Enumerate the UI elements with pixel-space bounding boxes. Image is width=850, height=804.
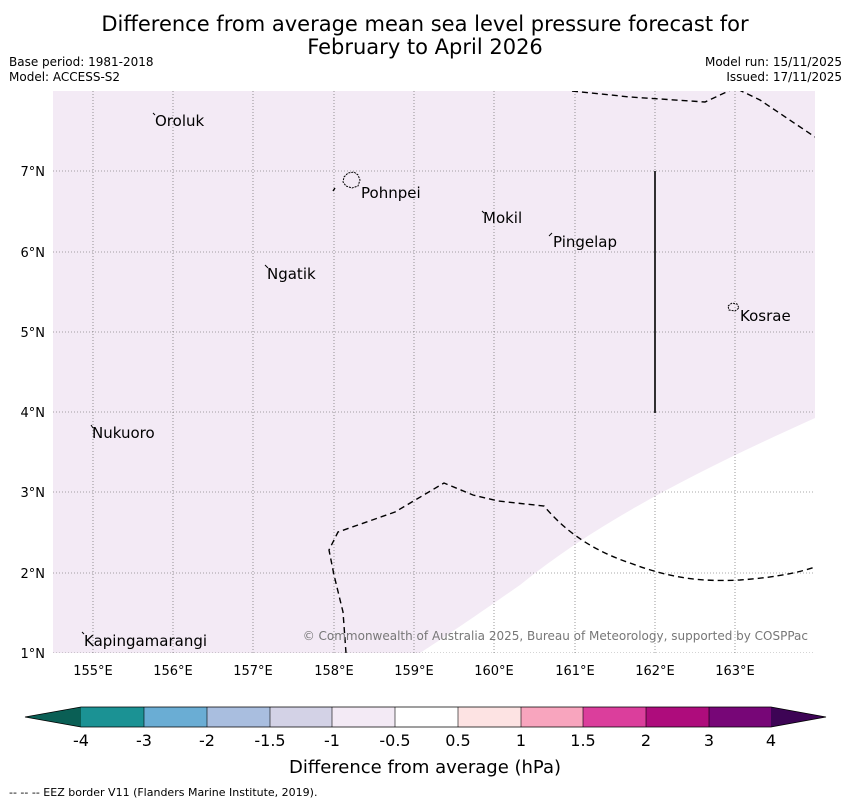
colorbar-tick: -2	[199, 731, 215, 750]
colorbar-segment	[81, 707, 144, 727]
title-line-2: February to April 2026	[307, 35, 543, 59]
colorbar-over-arrow	[771, 707, 826, 727]
place-labels: Oroluk Pohnpei Mokil Pingelap Ngatik Kos…	[84, 112, 791, 650]
lat-tick: 4°N	[21, 406, 46, 421]
lon-tick: 156°E	[153, 664, 193, 679]
lat-tick: 3°N	[21, 486, 46, 501]
pohnpei-island	[342, 171, 361, 189]
lat-tick: 1°N	[21, 647, 46, 662]
place-pohnpei: Pohnpei	[361, 184, 421, 202]
mokil-marker	[481, 210, 485, 214]
meta-right: Model run: 15/11/2025 Issued: 17/11/2025	[705, 55, 842, 85]
lat-tick: 5°N	[21, 326, 46, 341]
colorbar-segment	[521, 707, 583, 727]
colorbar-segment	[458, 707, 521, 727]
colorbar-tick-labels: -4 -3 -2 -1.5 -1 -0.5 0.5 1 1.5 2 3 4	[73, 731, 776, 750]
oroluk-marker	[152, 112, 156, 116]
colorbar-tick: 1.5	[570, 731, 595, 750]
model-run: Model run: 15/11/2025	[704, 55, 842, 69]
model-name: Model: ACCESS-S2	[9, 70, 121, 84]
colorbar-segment	[270, 707, 332, 727]
lon-tick: 162°E	[635, 664, 675, 679]
lon-tick: 159°E	[394, 664, 434, 679]
colorbar-under-arrow	[25, 707, 81, 727]
lon-tick: 157°E	[233, 664, 273, 679]
colorbar-tick: 4	[766, 731, 776, 750]
colorbar-segment	[332, 707, 395, 727]
colorbar-tick: -0.5	[379, 731, 410, 750]
ngatik-marker	[264, 264, 269, 269]
meta-left: Base period: 1981-2018 Model: ACCESS-S2	[9, 55, 154, 85]
place-oroluk: Oroluk	[155, 112, 204, 130]
colorbar-tick: 3	[704, 731, 714, 750]
lat-tick: 2°N	[21, 567, 46, 582]
colorbar-tick: 0.5	[445, 731, 470, 750]
eez-borders	[328, 91, 815, 653]
kosrae-island	[727, 302, 740, 312]
place-kapingamarangi: Kapingamarangi	[84, 632, 207, 650]
colorbar-tick: -1	[324, 731, 340, 750]
colorbar-segment	[646, 707, 709, 727]
colorbar-segment	[583, 707, 646, 727]
place-ngatik: Ngatik	[267, 265, 316, 283]
eez-border-north	[571, 91, 815, 138]
lon-tick: 158°E	[314, 664, 354, 679]
title-line-1: Difference from average mean sea level p…	[101, 12, 749, 36]
atoll-markers	[81, 112, 553, 635]
base-period: Base period: 1981-2018	[9, 55, 154, 69]
place-mokil: Mokil	[483, 209, 522, 227]
lon-tick: 155°E	[73, 664, 113, 679]
place-kosrae: Kosrae	[740, 307, 791, 325]
copyright-notice: © Commonwealth of Australia 2025, Bureau…	[303, 629, 808, 643]
lon-tick: 163°E	[715, 664, 755, 679]
lat-tick: 6°N	[21, 246, 46, 261]
pingelap-marker	[548, 232, 553, 237]
kapingamarangi-marker	[81, 631, 85, 635]
colorbar-dividers	[143, 707, 710, 727]
chart-title: Difference from average mean sea level p…	[0, 13, 850, 59]
map-area: Oroluk Pohnpei Mokil Pingelap Ngatik Kos…	[53, 91, 815, 653]
colorbar-segment	[207, 707, 270, 727]
colorbar-segment	[709, 707, 771, 727]
eez-border-fragment	[332, 187, 336, 192]
colorbar-segment	[144, 707, 207, 727]
colorbar-tick: -1.5	[254, 731, 285, 750]
colorbar-tick: -4	[73, 731, 89, 750]
eez-footnote: -- -- -- EEZ border V11 (Flanders Marine…	[9, 786, 318, 799]
anomaly-fill-region	[53, 91, 815, 653]
place-nukuoro: Nukuoro	[92, 424, 155, 442]
colorbar-tick: -3	[136, 731, 152, 750]
lat-tick: 7°N	[21, 165, 46, 180]
lon-tick-labels: 155°E 156°E 157°E 158°E 159°E 160°E 161°…	[73, 664, 755, 679]
colorbar-label: Difference from average (hPa)	[289, 757, 561, 778]
colorbar-segment	[395, 707, 458, 727]
gridlines	[53, 91, 815, 653]
issued-date: Issued: 17/11/2025	[726, 70, 842, 84]
eez-border-south	[328, 482, 815, 653]
nukuoro-marker	[90, 424, 94, 429]
lon-tick: 161°E	[555, 664, 595, 679]
lon-tick: 160°E	[474, 664, 514, 679]
place-pingelap: Pingelap	[553, 233, 617, 251]
colorbar: -4 -3 -2 -1.5 -1 -0.5 0.5 1 1.5 2 3 4 Di…	[24, 706, 827, 778]
colorbar-tick: 1	[516, 731, 526, 750]
colorbar-tick: 2	[641, 731, 651, 750]
colorbar-outline	[24, 706, 827, 728]
lat-tick-labels: 7°N 6°N 5°N 4°N 3°N 2°N 1°N	[21, 165, 46, 662]
